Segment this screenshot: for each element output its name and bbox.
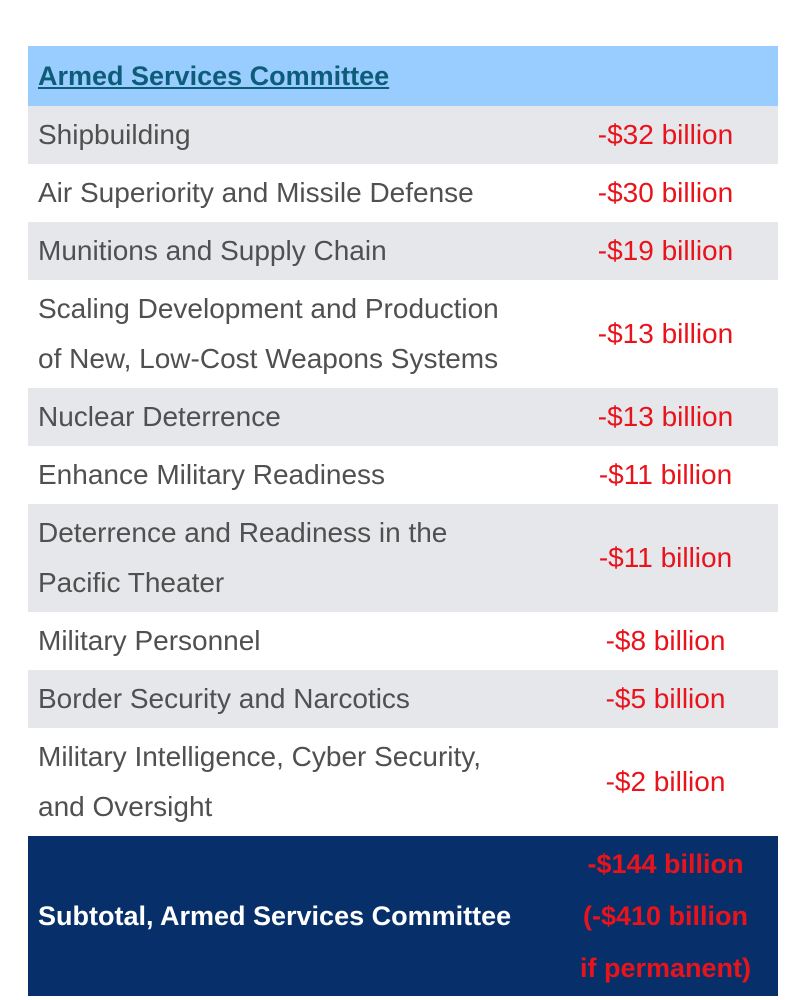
armed-services-table: Armed Services Committee Shipbuilding -$… <box>28 46 778 996</box>
subtotal-value-line: if permanent) <box>579 953 752 983</box>
row-value: -$8 billion <box>605 625 726 656</box>
table-row: Border Security and Narcotics -$5 billio… <box>28 670 778 728</box>
row-label-line: Military Intelligence, Cyber Security, <box>38 741 481 772</box>
row-value: -$5 billion <box>605 683 726 714</box>
row-value: -$30 billion <box>597 177 734 208</box>
table-row: Enhance Military Readiness -$11 billion <box>28 446 778 504</box>
subtotal-value-line: (-$410 billion <box>582 901 749 931</box>
row-value: -$32 billion <box>597 119 734 150</box>
row-label: Scaling Development and Production of Ne… <box>28 284 553 384</box>
table-row: Munitions and Supply Chain -$19 billion <box>28 222 778 280</box>
row-label-line: Pacific Theater <box>38 567 225 598</box>
row-label: Shipbuilding <box>38 119 191 150</box>
row-value: -$13 billion <box>597 318 734 349</box>
row-label-line: of New, Low-Cost Weapons Systems <box>38 343 499 374</box>
row-value: -$19 billion <box>597 235 734 266</box>
table-row: Military Intelligence, Cyber Security, a… <box>28 728 778 836</box>
row-label: Deterrence and Readiness in the Pacific … <box>28 508 553 608</box>
row-label-line: Deterrence and Readiness in the <box>38 517 448 548</box>
row-label: Border Security and Narcotics <box>38 683 410 714</box>
subtotal-value: -$144 billion (-$410 billion if permanen… <box>553 838 778 994</box>
subtotal-label: Subtotal, Armed Services Committee <box>38 900 512 931</box>
row-value: -$11 billion <box>598 542 733 573</box>
row-value: -$2 billion <box>605 766 726 797</box>
table-row: Shipbuilding -$32 billion <box>28 106 778 164</box>
table-header: Armed Services Committee <box>28 46 778 106</box>
table-row: Deterrence and Readiness in the Pacific … <box>28 504 778 612</box>
table-row: Military Personnel -$8 billion <box>28 612 778 670</box>
table-row: Air Superiority and Missile Defense -$30… <box>28 164 778 222</box>
row-value: -$11 billion <box>598 459 733 490</box>
row-label-line: Scaling Development and Production <box>38 293 499 324</box>
row-label: Nuclear Deterrence <box>38 401 281 432</box>
row-label: Enhance Military Readiness <box>38 459 386 490</box>
row-label: Military Intelligence, Cyber Security, a… <box>28 732 553 832</box>
subtotal-row: Subtotal, Armed Services Committee -$144… <box>28 836 778 996</box>
table-row: Scaling Development and Production of Ne… <box>28 280 778 388</box>
table-row: Nuclear Deterrence -$13 billion <box>28 388 778 446</box>
row-label: Munitions and Supply Chain <box>38 235 387 266</box>
row-value: -$13 billion <box>597 401 734 432</box>
row-label-line: and Oversight <box>38 791 213 822</box>
row-label: Air Superiority and Missile Defense <box>38 177 474 208</box>
row-label: Military Personnel <box>38 625 261 656</box>
committee-title-link[interactable]: Armed Services Committee <box>38 60 390 91</box>
subtotal-value-line: -$144 billion <box>587 849 744 879</box>
